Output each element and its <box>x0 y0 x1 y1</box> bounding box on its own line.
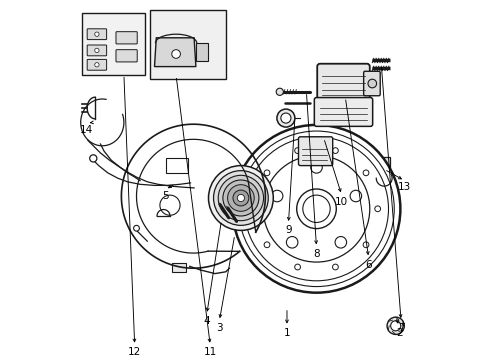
Bar <box>150 10 225 79</box>
Circle shape <box>276 88 283 95</box>
FancyBboxPatch shape <box>87 45 106 56</box>
Circle shape <box>280 113 290 123</box>
Circle shape <box>363 242 368 248</box>
Text: 11: 11 <box>203 347 217 357</box>
Text: 2: 2 <box>395 328 402 338</box>
Polygon shape <box>196 43 208 61</box>
Text: 7: 7 <box>397 323 404 333</box>
Polygon shape <box>154 38 196 67</box>
Circle shape <box>294 264 300 270</box>
Circle shape <box>263 156 369 262</box>
Circle shape <box>271 190 282 202</box>
FancyBboxPatch shape <box>298 137 332 166</box>
FancyBboxPatch shape <box>116 32 137 44</box>
Text: 4: 4 <box>203 316 209 326</box>
Circle shape <box>264 170 269 176</box>
Circle shape <box>349 190 361 202</box>
FancyBboxPatch shape <box>116 50 137 62</box>
Text: 12: 12 <box>128 347 141 357</box>
Text: 1: 1 <box>283 328 290 338</box>
Circle shape <box>286 237 297 248</box>
Circle shape <box>133 225 139 231</box>
Circle shape <box>374 206 380 212</box>
FancyBboxPatch shape <box>87 29 106 40</box>
Text: 13: 13 <box>397 182 410 192</box>
Text: 9: 9 <box>285 225 291 235</box>
Circle shape <box>252 206 258 212</box>
Circle shape <box>332 264 338 270</box>
Text: 3: 3 <box>216 323 222 333</box>
Circle shape <box>264 242 269 248</box>
Circle shape <box>160 195 180 215</box>
Text: 10: 10 <box>334 197 347 207</box>
Text: 6: 6 <box>365 260 371 270</box>
Circle shape <box>218 175 263 221</box>
Circle shape <box>276 109 294 127</box>
Circle shape <box>232 125 400 293</box>
Circle shape <box>223 180 258 216</box>
Text: 14: 14 <box>80 125 93 135</box>
Text: 5: 5 <box>162 191 168 201</box>
Circle shape <box>386 317 404 334</box>
Circle shape <box>363 170 368 176</box>
Circle shape <box>89 155 97 162</box>
Circle shape <box>302 195 329 222</box>
Circle shape <box>227 185 254 211</box>
FancyBboxPatch shape <box>363 71 380 96</box>
Circle shape <box>296 189 336 229</box>
FancyBboxPatch shape <box>314 98 372 126</box>
Circle shape <box>332 148 338 153</box>
Text: 8: 8 <box>312 249 319 259</box>
Circle shape <box>334 237 346 248</box>
Circle shape <box>390 321 400 331</box>
Circle shape <box>213 171 268 225</box>
Circle shape <box>237 194 244 202</box>
Circle shape <box>367 79 376 88</box>
Bar <box>81 13 144 75</box>
FancyBboxPatch shape <box>87 59 106 70</box>
Circle shape <box>232 190 248 206</box>
Circle shape <box>95 48 99 53</box>
Bar <box>166 158 187 173</box>
Circle shape <box>95 63 99 67</box>
Circle shape <box>294 148 300 153</box>
Bar <box>171 263 186 272</box>
Circle shape <box>310 162 322 173</box>
Circle shape <box>171 50 180 58</box>
Circle shape <box>208 166 273 230</box>
FancyBboxPatch shape <box>317 64 369 104</box>
Bar <box>378 157 389 171</box>
Circle shape <box>95 32 99 36</box>
